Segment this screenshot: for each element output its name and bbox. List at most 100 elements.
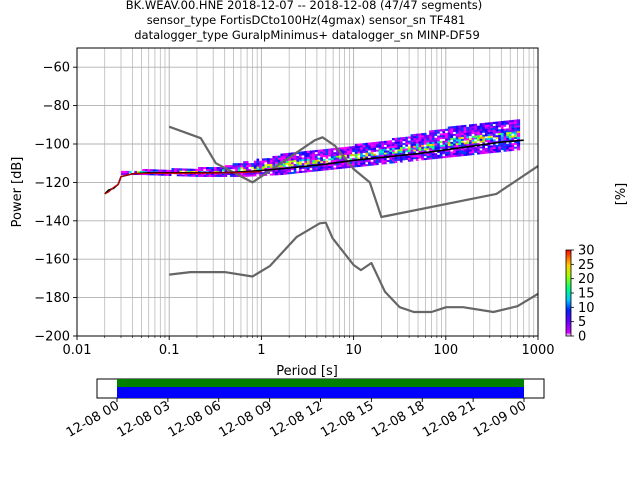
psd-density-cell	[240, 167, 244, 170]
psd-density-cell	[285, 162, 289, 165]
psd-density-cell	[402, 148, 406, 151]
psd-density-cell	[328, 167, 332, 170]
psd-density-cell	[469, 130, 473, 133]
psd-density-cell	[150, 169, 154, 172]
psd-density-cell	[243, 166, 247, 170]
psd-density-cell	[301, 157, 305, 160]
psd-density-cell	[442, 153, 446, 157]
psd-density-cell	[514, 140, 518, 143]
psd-density-cell	[508, 147, 513, 150]
psd-density-cell	[405, 138, 409, 141]
psd-density-cell	[500, 147, 505, 151]
psd-density-cell	[503, 124, 507, 127]
psd-density-cell	[198, 170, 202, 174]
psd-density-cell	[511, 135, 515, 138]
psd-density-cell	[216, 174, 220, 177]
psd-density-cell	[330, 155, 335, 159]
psd-density-cell	[421, 150, 425, 153]
psd-density-cell	[511, 141, 515, 144]
psd-density-cell	[415, 137, 420, 140]
psd-density-cell	[511, 144, 515, 148]
psd-density-cell	[463, 136, 467, 139]
psd-density-cell	[229, 167, 234, 170]
psd-density-cell	[508, 145, 513, 148]
psd-density-cell	[431, 132, 436, 135]
psd-density-cell	[447, 155, 452, 158]
psd-density-cell	[503, 122, 507, 125]
psd-density-cell	[259, 160, 263, 163]
psd-density-cell	[492, 129, 497, 132]
psd-density-cell	[322, 152, 327, 156]
psd-density-cell	[508, 122, 513, 125]
psd-density-cell	[253, 162, 258, 165]
psd-density-cell	[482, 128, 486, 131]
psd-density-cell	[415, 135, 420, 138]
title-line-1: BK.WEAV.00.HNE 2018-12-07 -- 2018-12-08 …	[126, 0, 483, 12]
psd-density-cell	[476, 123, 481, 126]
psd-density-cell	[495, 131, 499, 134]
psd-density-cell	[136, 170, 141, 174]
psd-density-cell	[328, 158, 332, 161]
psd-density-cell	[245, 172, 250, 175]
psd-density-cell	[423, 144, 428, 147]
psd-density-cell	[269, 173, 274, 176]
psd-density-cell	[320, 166, 324, 169]
psd-density-cell	[376, 162, 380, 166]
psd-density-cell	[206, 168, 210, 172]
psd-density-cell	[179, 168, 183, 171]
psd-density-cell	[423, 132, 428, 136]
psd-density-cell	[166, 173, 170, 176]
psd-density-cell	[492, 135, 497, 138]
psd-density-cell	[306, 160, 311, 163]
psd-density-cell	[317, 157, 321, 160]
psd-density-cell	[386, 159, 390, 162]
psd-density-cell	[471, 143, 475, 146]
psd-density-cell	[354, 163, 359, 166]
psd-density-cell	[314, 149, 319, 153]
y-tick-label: −200	[34, 330, 70, 345]
psd-density-cell	[421, 138, 425, 142]
psd-density-cell	[376, 143, 380, 146]
psd-density-cell	[498, 125, 502, 128]
psd-density-cell	[415, 154, 420, 158]
psd-density-cell	[511, 125, 515, 128]
psd-density-cell	[439, 146, 444, 149]
psd-density-cell	[368, 154, 372, 157]
psd-density-cell	[275, 155, 279, 159]
psd-density-cell	[413, 133, 417, 137]
psd-density-cell	[476, 127, 481, 130]
y-tick-label: −100	[34, 138, 70, 153]
psd-density-cell	[445, 155, 449, 158]
psd-density-cell	[434, 147, 438, 150]
psd-density-cell	[410, 157, 414, 160]
psd-density-cell	[458, 131, 462, 134]
psd-density-cell	[152, 173, 157, 176]
psd-density-cell	[259, 171, 263, 175]
psd-density-cell	[458, 127, 462, 130]
psd-density-cell	[187, 168, 191, 171]
psd-density-cell	[391, 149, 396, 152]
psd-density-cell	[341, 151, 345, 154]
psd-density-cell	[439, 129, 444, 132]
psd-density-cell	[445, 128, 449, 131]
time-tick-label: 12-08 21	[420, 398, 478, 440]
psd-density-cell	[213, 168, 218, 172]
psd-density-cell	[474, 135, 478, 138]
psd-density-cell	[152, 169, 157, 172]
psd-density-cell	[479, 138, 483, 141]
psd-density-cell	[362, 152, 367, 155]
psd-density-cell	[365, 154, 369, 157]
psd-density-cell	[426, 149, 430, 153]
psd-density-cell	[120, 172, 125, 176]
psd-density-cell	[333, 159, 337, 162]
psd-density-cell	[453, 127, 457, 131]
psd-density-cell	[267, 161, 271, 165]
psd-density-cell	[516, 148, 521, 151]
psd-density-cell	[365, 148, 369, 151]
psd-density-cell	[455, 135, 459, 138]
psd-density-cell	[407, 136, 412, 139]
psd-density-cell	[328, 154, 332, 157]
psd-density-cell	[439, 138, 444, 142]
psd-density-cell	[514, 121, 518, 124]
psd-density-cell	[421, 135, 425, 138]
